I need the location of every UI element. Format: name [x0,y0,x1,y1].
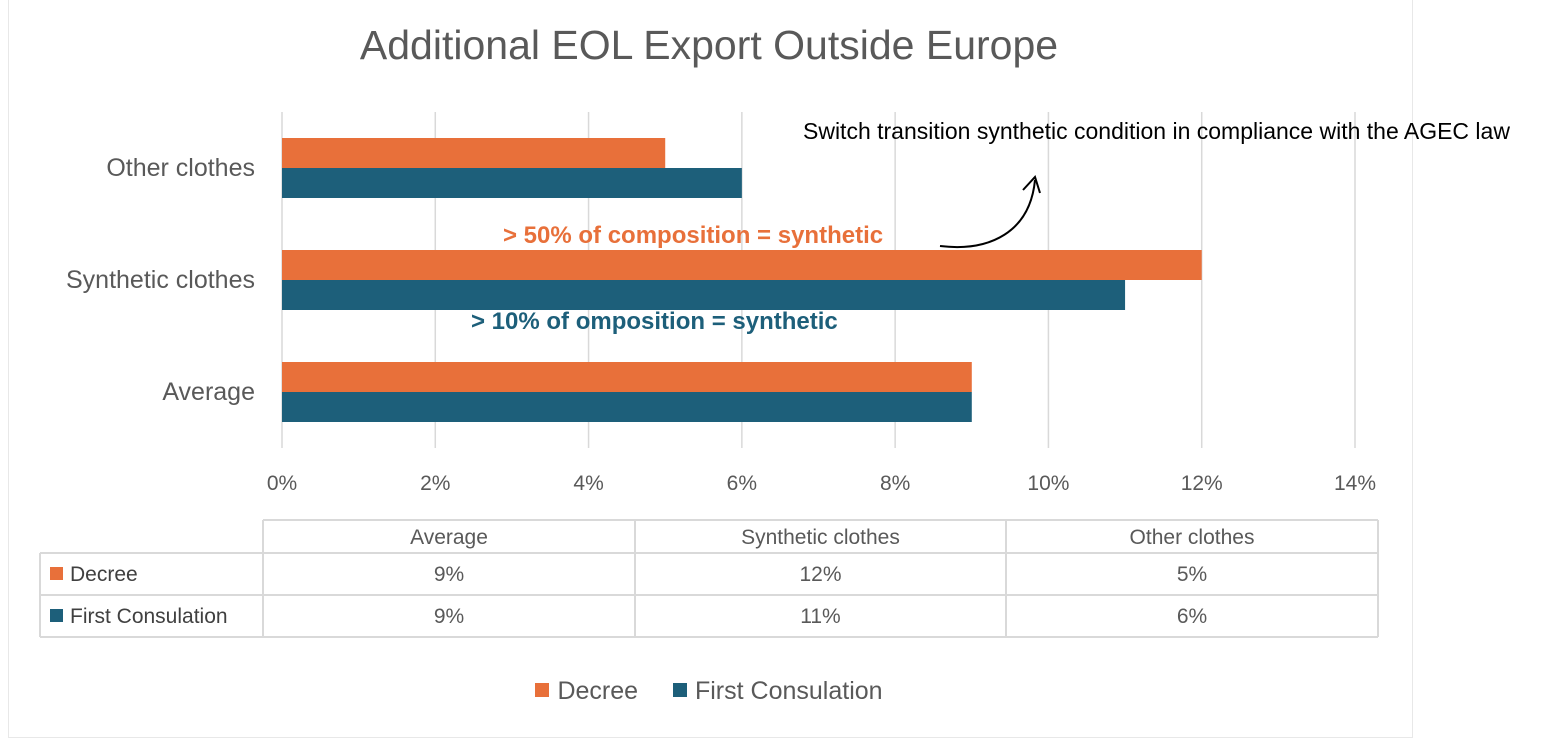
category-label-other-clothes: Other clothes [106,154,255,182]
bar-first-consulation-synthetic-clothes [282,280,1126,310]
x-tick-label: 12% [1181,472,1223,495]
x-tick-label: 14% [1334,472,1376,495]
table-cell: 9% [434,605,464,628]
table-swatch-decree [50,567,63,580]
chart-frame [8,0,1413,738]
chart-title: Additional EOL Export Outside Europe [359,22,1059,68]
bar-decree-average [282,362,972,392]
table-row-label-first-consulation: First Consulation [70,605,228,628]
table-row-label-decree: Decree [70,563,138,586]
category-label-synthetic-clothes: Synthetic clothes [66,266,255,294]
x-tick-label: 2% [420,472,450,495]
table-cell: 9% [434,563,464,586]
annotation-first-condition: > 10% of omposition = synthetic [471,308,838,335]
legend-swatch-first-consulation [672,683,687,697]
x-tick-label: 6% [727,472,757,495]
x-tick-label: 8% [880,472,910,495]
category-label-average: Average [162,378,255,406]
annotation-decree-condition: > 50% of composition = synthetic [503,222,884,249]
table-swatch-first-consulation [50,609,63,622]
legend: Decree First Consulation [0,677,1418,706]
x-tick-label: 10% [1027,472,1069,495]
bar-first-consulation-average [282,392,972,422]
annotation-note: Switch transition synthetic condition in… [803,118,1510,144]
table-header-other-clothes: Other clothes [1130,526,1255,549]
x-tick-label: 4% [573,472,603,495]
annotation-arrowhead [1022,175,1041,194]
legend-item-decree: Decree [535,677,638,706]
table-cell: 12% [799,563,841,586]
legend-swatch-decree [535,683,550,697]
legend-item-first-consulation: First Consulation [672,677,883,706]
bar-first-consulation-other-clothes [282,168,742,198]
table-header-average: Average [410,526,488,549]
legend-label-first-consulation: First Consulation [694,677,883,705]
table-cell: 5% [1177,563,1207,586]
table-header-synthetic-clothes: Synthetic clothes [741,526,900,549]
table-cell: 11% [800,605,840,628]
bar-decree-synthetic-clothes [282,250,1202,280]
legend-label-decree: Decree [557,677,639,705]
table-cell: 6% [1177,605,1207,628]
bar-decree-other-clothes [282,138,666,168]
x-tick-label: 0% [267,472,297,495]
annotation-arrow [939,179,1036,248]
